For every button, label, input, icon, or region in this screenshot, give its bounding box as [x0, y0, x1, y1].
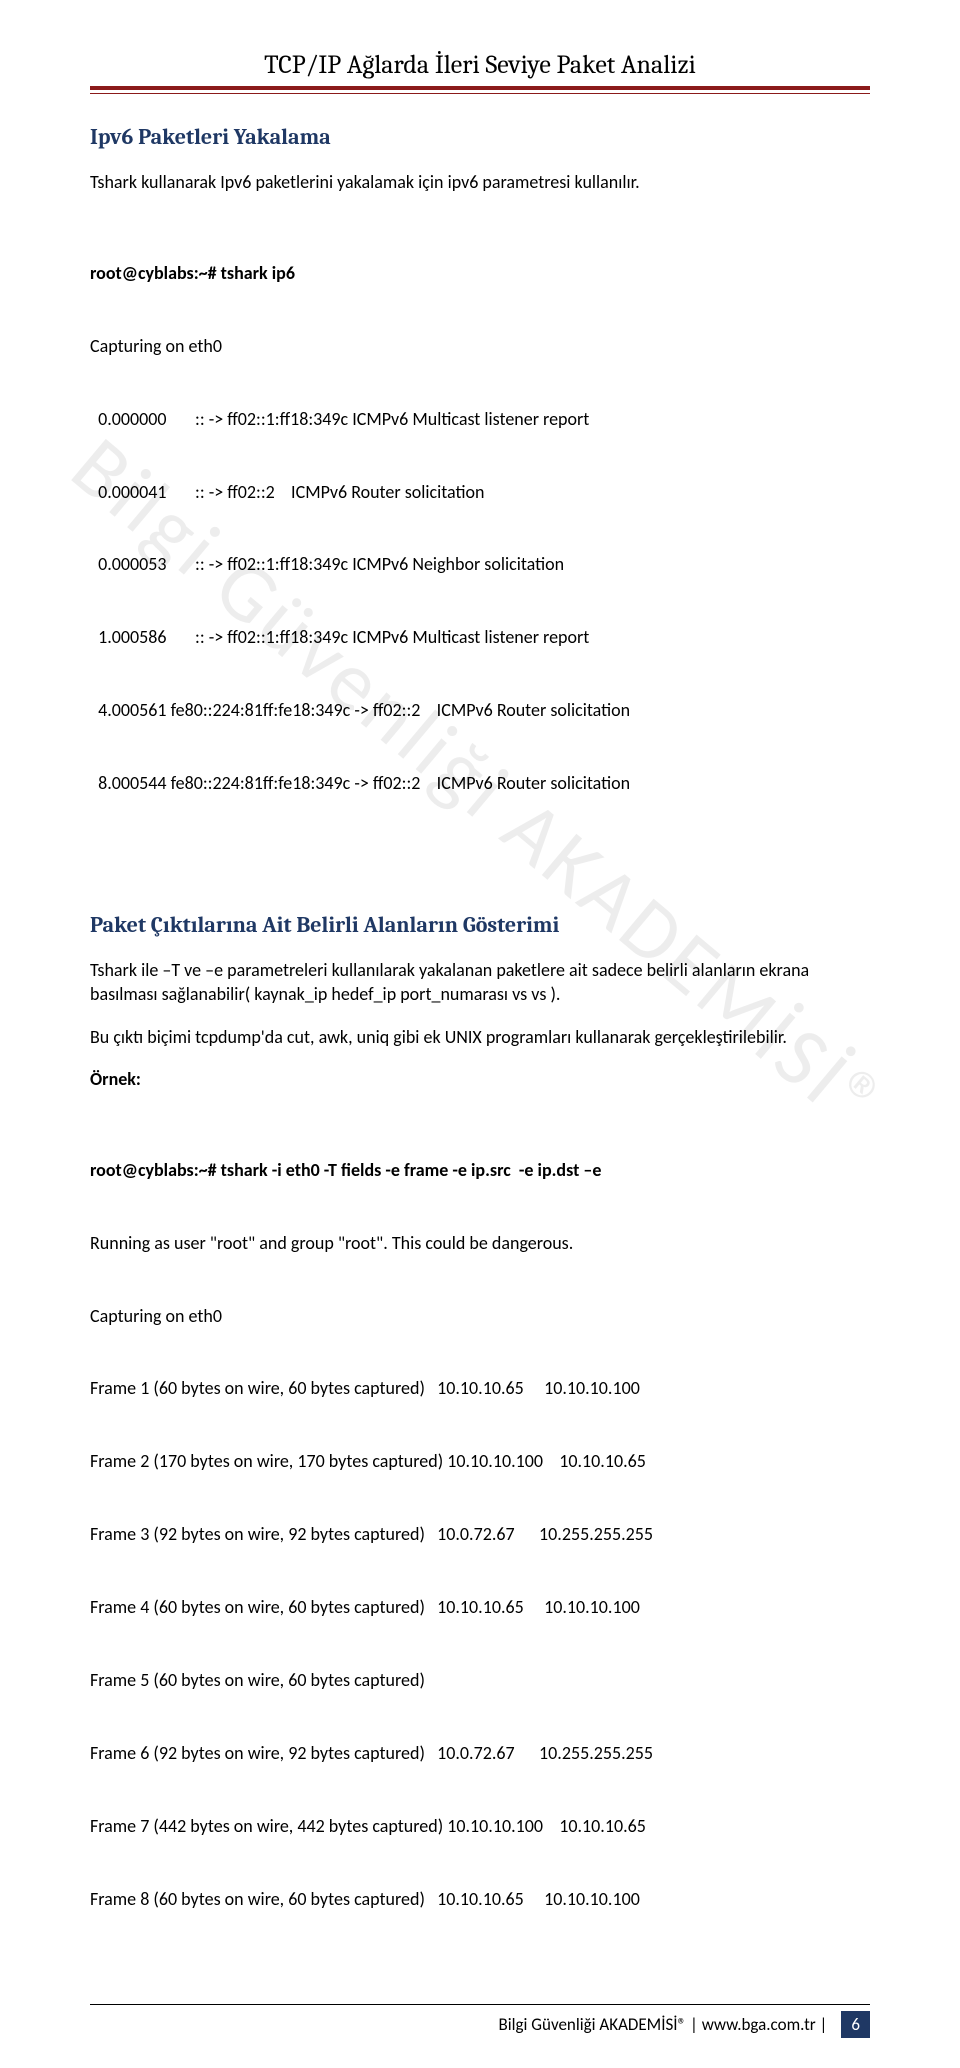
section2-example-label: Örnek:	[90, 1067, 870, 1091]
section2-cmd: root@cyblabs:~# tshark -i eth0 -T fields…	[90, 1158, 870, 1182]
section1-heading: Ipv6 Paketleri Yakalama	[90, 124, 870, 150]
terminal-line: Frame 8 (60 bytes on wire, 60 bytes capt…	[90, 1887, 870, 1911]
section1-intro: Tshark kullanarak Ipv6 paketlerini yakal…	[90, 170, 870, 194]
terminal-line: 0.000053 :: -> ff02::1:ff18:349c ICMPv6 …	[90, 552, 870, 576]
terminal-line: Running as user "root" and group "root".…	[90, 1231, 870, 1255]
page-footer: Bilgi Güvenliği AKADEMİSİ® | www.bga.com…	[90, 2004, 870, 2038]
header-rule	[90, 86, 870, 94]
section2-heading: Paket Çıktılarına Ait Belirli Alanların …	[90, 912, 870, 938]
section1-capturing: Capturing on eth0	[90, 334, 870, 358]
section1-cmd: root@cyblabs:~# tshark ip6	[90, 261, 870, 285]
section2-terminal-output: root@cyblabs:~# tshark -i eth0 -T fields…	[90, 1109, 870, 1959]
terminal-line: Frame 4 (60 bytes on wire, 60 bytes capt…	[90, 1595, 870, 1619]
terminal-line: Frame 7 (442 bytes on wire, 442 bytes ca…	[90, 1814, 870, 1838]
terminal-line: 8.000544 fe80::224:81ff:fe18:349c -> ff0…	[90, 771, 870, 795]
section2-p1: Tshark ile –T ve –e parametreleri kullan…	[90, 958, 870, 1007]
page-number: 6	[841, 2011, 870, 2038]
footer-rule	[90, 2004, 870, 2005]
terminal-line: Frame 3 (92 bytes on wire, 92 bytes capt…	[90, 1522, 870, 1546]
terminal-line: Frame 5 (60 bytes on wire, 60 bytes capt…	[90, 1668, 870, 1692]
terminal-line: Frame 6 (92 bytes on wire, 92 bytes capt…	[90, 1741, 870, 1765]
footer-text: Bilgi Güvenliği AKADEMİSİ® | www.bga.com…	[499, 2014, 828, 2035]
terminal-line: 0.000041 :: -> ff02::2 ICMPv6 Router sol…	[90, 480, 870, 504]
terminal-line: Capturing on eth0	[90, 1304, 870, 1328]
terminal-line: 1.000586 :: -> ff02::1:ff18:349c ICMPv6 …	[90, 625, 870, 649]
terminal-line: Frame 1 (60 bytes on wire, 60 bytes capt…	[90, 1376, 870, 1400]
terminal-line: 4.000561 fe80::224:81ff:fe18:349c -> ff0…	[90, 698, 870, 722]
section1-terminal-output: root@cyblabs:~# tshark ip6 Capturing on …	[90, 212, 870, 844]
terminal-line: Frame 2 (170 bytes on wire, 170 bytes ca…	[90, 1449, 870, 1473]
page-header-title: TCP/IP Ağlarda İleri Seviye Paket Analiz…	[90, 50, 870, 80]
section2-p2: Bu çıktı biçimi tcpdump'da cut, awk, uni…	[90, 1025, 870, 1049]
terminal-line: 0.000000 :: -> ff02::1:ff18:349c ICMPv6 …	[90, 407, 870, 431]
